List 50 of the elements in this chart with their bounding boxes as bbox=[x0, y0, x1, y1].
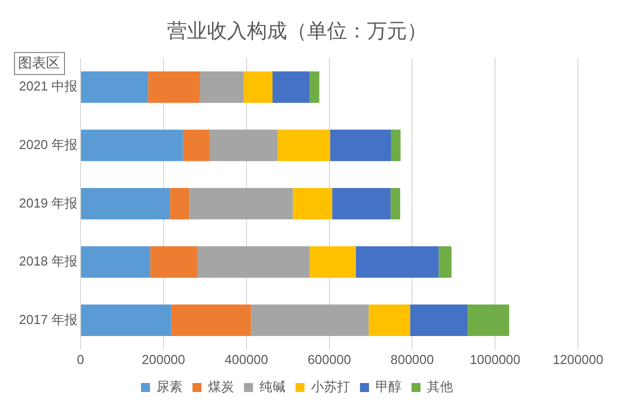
legend-label: 小苏打 bbox=[311, 379, 350, 394]
bar bbox=[81, 246, 150, 278]
x-tick-label: 1000000 bbox=[470, 352, 520, 367]
bar bbox=[292, 188, 332, 220]
legend-label: 煤炭 bbox=[208, 379, 234, 394]
x-tick-label: 200000 bbox=[142, 352, 186, 367]
bar bbox=[356, 246, 439, 278]
bar bbox=[189, 188, 293, 220]
chart-title: 营业收入构成（单位：万元） bbox=[167, 20, 427, 43]
bar bbox=[81, 130, 183, 162]
bar bbox=[330, 130, 392, 162]
bar bbox=[171, 304, 251, 336]
y-tick-label: 2019 年报 bbox=[18, 195, 78, 210]
bar bbox=[250, 304, 369, 336]
bar bbox=[170, 188, 190, 220]
bar bbox=[272, 71, 310, 103]
bar bbox=[438, 246, 452, 278]
bar bbox=[310, 246, 356, 278]
bar bbox=[81, 304, 172, 336]
bar bbox=[468, 304, 510, 336]
legend-label: 甲醇 bbox=[376, 379, 402, 394]
bar bbox=[332, 188, 391, 220]
bar bbox=[391, 130, 401, 162]
bar bbox=[197, 246, 310, 278]
x-tick-label: 0 bbox=[76, 352, 84, 367]
x-tick-label: 800000 bbox=[390, 352, 434, 367]
bar bbox=[81, 71, 148, 103]
bar bbox=[310, 71, 320, 103]
legend-label: 其他 bbox=[427, 379, 453, 394]
y-tick-label: 2018 年报 bbox=[18, 254, 78, 269]
bar bbox=[210, 130, 278, 162]
y-tick-label: 2020 年报 bbox=[18, 137, 78, 152]
bar bbox=[150, 246, 198, 278]
y-tick-label: 2021 中报 bbox=[18, 78, 78, 94]
bar bbox=[182, 130, 210, 162]
bar bbox=[148, 71, 200, 103]
text: 图表区 bbox=[18, 56, 60, 72]
bar bbox=[410, 304, 468, 336]
x-tick-label: 1200000 bbox=[552, 352, 604, 367]
x-tick-label: 400000 bbox=[224, 352, 268, 367]
bar bbox=[278, 130, 330, 162]
legend-label: 纯碱 bbox=[260, 379, 286, 394]
bar bbox=[390, 188, 400, 220]
bar bbox=[81, 188, 170, 220]
bar bbox=[368, 304, 410, 336]
bar bbox=[244, 71, 272, 103]
x-tick-label: 600000 bbox=[308, 352, 351, 367]
legend-label: 尿素 bbox=[156, 379, 182, 394]
y-tick-label: 2017 年报 bbox=[18, 312, 78, 327]
bar bbox=[200, 71, 244, 103]
